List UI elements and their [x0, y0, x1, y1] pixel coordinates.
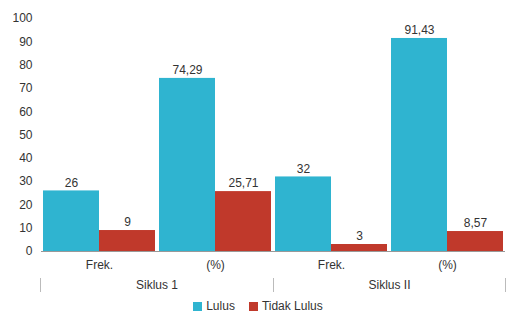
- svg-text:100: 100: [12, 11, 32, 25]
- svg-text:91,43: 91,43: [404, 23, 434, 37]
- svg-text:74,29: 74,29: [172, 63, 202, 77]
- svg-text:10: 10: [19, 221, 33, 235]
- svg-text:0: 0: [26, 244, 33, 258]
- svg-text:80: 80: [19, 58, 33, 72]
- svg-text:50: 50: [19, 128, 33, 142]
- svg-text:Frek.: Frek.: [318, 258, 345, 272]
- svg-text:90: 90: [19, 35, 33, 49]
- svg-text:70: 70: [19, 81, 33, 95]
- svg-text:25,71: 25,71: [228, 176, 258, 190]
- svg-text:9: 9: [124, 215, 131, 229]
- html-text:Tidak Lulus: Tidak Lulus: [261, 299, 323, 313]
- svg-text:Frek.: Frek.: [86, 258, 113, 272]
- svg-text:40: 40: [19, 151, 33, 165]
- svg-text:60: 60: [19, 105, 33, 119]
- svg-text:(%): (%): [206, 258, 225, 272]
- html-text:Lulus: Lulus: [206, 299, 235, 313]
- svg-text:(%): (%): [438, 258, 457, 272]
- html-text:Siklus 1: Siklus 1: [136, 278, 178, 292]
- svg-text:3: 3: [356, 229, 363, 243]
- svg-text:26: 26: [65, 176, 79, 190]
- svg-text:30: 30: [19, 174, 33, 188]
- svg-text:8,57: 8,57: [464, 216, 488, 230]
- svg-text:32: 32: [297, 162, 311, 176]
- svg-text:20: 20: [19, 198, 33, 212]
- html-text:Siklus II: Siklus II: [368, 278, 411, 292]
